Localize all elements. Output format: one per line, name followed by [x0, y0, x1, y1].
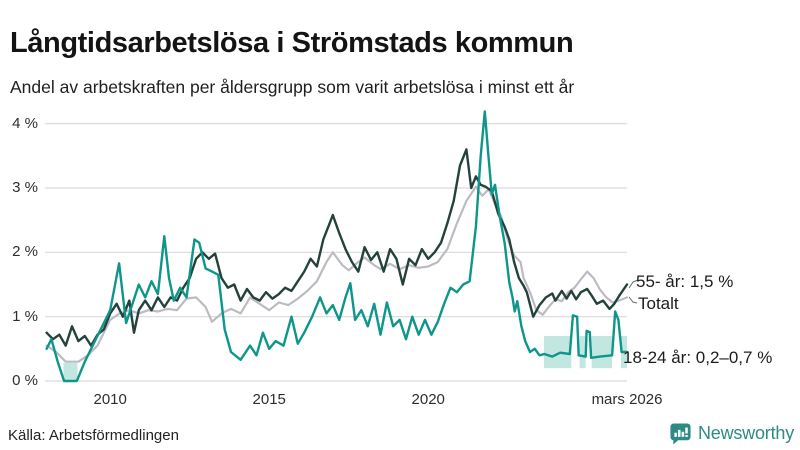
newsworthy-logo[interactable]: Newsworthy [669, 422, 794, 445]
uncertainty-band-segment [591, 335, 613, 369]
series-label-18-24-ar: 18-24 år: 0,2–0,7 % [623, 348, 773, 367]
uncertainty-band-segment [63, 362, 78, 381]
series-label-totalt: Totalt [638, 294, 679, 313]
y-tick-label: 1 % [12, 307, 38, 325]
y-tick-label: 0 % [12, 372, 38, 389]
x-tick-label: 2020 [411, 391, 445, 408]
source-note: Källa: Arbetsförmedlingen [8, 427, 179, 444]
y-tick-label: 2 % [12, 243, 38, 261]
chart-subtitle: Andel av arbetskraften per åldersgrupp s… [10, 76, 575, 97]
y-tick-label: 3 % [12, 178, 38, 196]
series-line-18-24-r [45, 110, 629, 383]
series-label-55-ar: 55- år: 1,5 % [636, 272, 734, 291]
newsworthy-icon [670, 423, 691, 445]
x-tick-label: mars 2026 [591, 391, 663, 408]
y-tick-label: 4 % [12, 114, 38, 132]
series-line-55-r [45, 148, 629, 347]
label-connector [628, 296, 638, 304]
uncertainty-band-segment [543, 335, 572, 369]
chart-title: Långtidsarbetslösa i Strömstads kommun [10, 27, 574, 60]
x-tick-label: 2010 [93, 391, 127, 408]
newsworthy-wordmark: Newsworthy [697, 423, 794, 443]
series-line-totalt [45, 185, 629, 363]
label-connector [628, 279, 639, 289]
uncertainty-band-segment [579, 335, 586, 369]
x-tick-label: 2015 [252, 391, 286, 408]
